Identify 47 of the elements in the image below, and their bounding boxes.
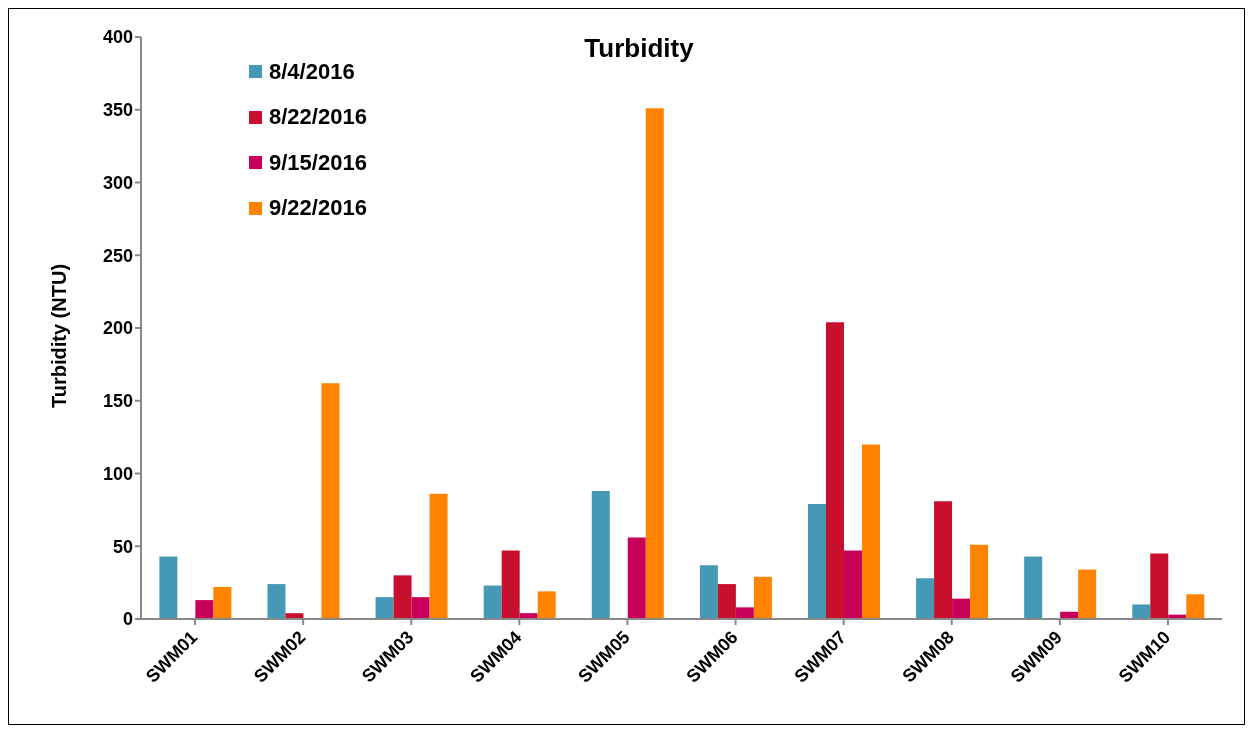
- chart-title: Turbidity: [584, 33, 694, 63]
- bar: [916, 578, 935, 619]
- y-tick-label: 350: [102, 100, 133, 121]
- bar: [1024, 556, 1043, 619]
- bar: [1150, 553, 1169, 619]
- bar: [267, 584, 286, 619]
- y-tick-label: 250: [102, 245, 133, 266]
- y-tick-label: 200: [102, 318, 133, 339]
- bar: [1078, 569, 1097, 619]
- y-tick-label: 150: [102, 391, 133, 412]
- bar: [861, 444, 880, 619]
- bar: [375, 597, 394, 619]
- bar: [970, 544, 989, 619]
- bar: [1186, 594, 1205, 619]
- bar: [843, 550, 862, 619]
- bar: [645, 108, 664, 619]
- y-tick-label: 100: [102, 463, 133, 484]
- bar: [195, 600, 214, 619]
- bar: [501, 550, 520, 619]
- legend-label: 8/4/2016: [269, 58, 355, 85]
- bar: [429, 493, 448, 619]
- bar: [952, 598, 971, 619]
- y-tick-label: 300: [102, 172, 133, 193]
- bar: [159, 556, 178, 619]
- y-tick-label: 400: [102, 27, 133, 48]
- y-tick-label: 50: [112, 536, 133, 557]
- bar: [411, 597, 430, 619]
- bar: [807, 504, 826, 619]
- bar: [825, 322, 844, 619]
- bar: [753, 576, 772, 619]
- bar: [321, 383, 340, 619]
- bar: [213, 586, 232, 619]
- bar: [699, 565, 718, 619]
- bar: [934, 501, 953, 619]
- bar: [483, 585, 502, 619]
- legend-label: 9/15/2016: [269, 149, 367, 176]
- bar: [735, 607, 754, 619]
- bar: [717, 584, 736, 619]
- bar: [1132, 604, 1151, 619]
- y-tick-label: 0: [122, 609, 133, 630]
- bar: [537, 591, 556, 619]
- bar: [627, 537, 646, 619]
- bar: [393, 575, 412, 619]
- legend-label: 9/22/2016: [269, 195, 367, 222]
- y-axis-title: Turbidity (NTU): [48, 263, 71, 408]
- bar: [591, 490, 610, 619]
- legend-label: 8/22/2016: [269, 104, 367, 131]
